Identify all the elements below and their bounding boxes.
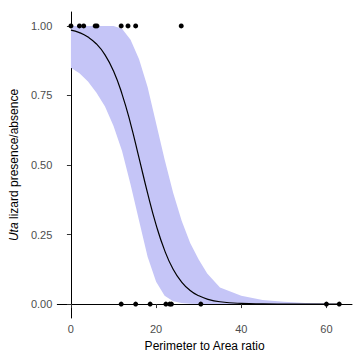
svg-text:40: 40 xyxy=(235,323,247,335)
svg-text:0.75: 0.75 xyxy=(31,89,52,101)
svg-text:0.50: 0.50 xyxy=(31,159,52,171)
svg-text:60: 60 xyxy=(320,323,332,335)
svg-text:lizard presence/absence: lizard presence/absence xyxy=(7,89,21,223)
svg-text:0.25: 0.25 xyxy=(31,229,52,241)
svg-text:0: 0 xyxy=(68,323,74,335)
svg-text:20: 20 xyxy=(150,323,162,335)
svg-text:Perimeter to Area ratio: Perimeter to Area ratio xyxy=(145,339,265,353)
svg-text:0.00: 0.00 xyxy=(31,298,52,310)
svg-text:1.00: 1.00 xyxy=(31,20,52,32)
svg-text:Uta: Uta xyxy=(7,222,21,241)
